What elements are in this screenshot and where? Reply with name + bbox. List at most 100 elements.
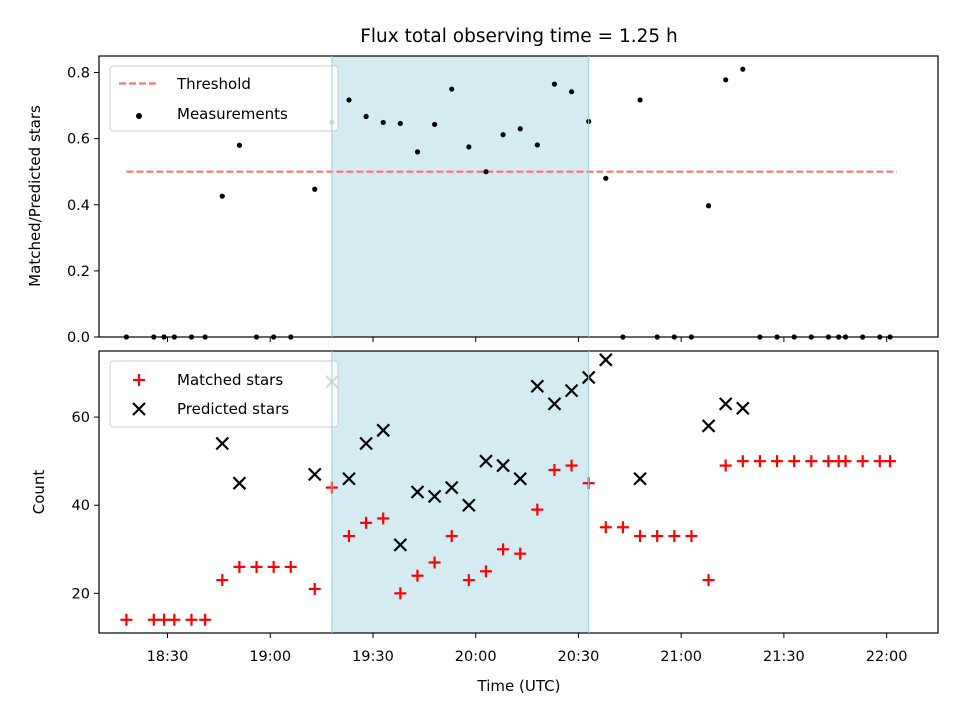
matched-star-point xyxy=(685,530,698,543)
predicted-star-point xyxy=(496,458,510,473)
predicted-star-point xyxy=(564,383,579,398)
measurement-point xyxy=(363,113,369,120)
matched-star-point xyxy=(736,455,749,468)
predicted-star-point xyxy=(633,472,647,486)
y-tick-label: 40 xyxy=(72,498,90,514)
predicted-star-point xyxy=(444,480,459,495)
matched-star-point xyxy=(822,455,835,468)
x-tick-label: 20:00 xyxy=(455,649,497,665)
measurement-point xyxy=(219,193,225,199)
x-tick-label: 19:00 xyxy=(249,649,291,665)
matched-star-point xyxy=(599,521,612,534)
y-axis-label-bottom: Count xyxy=(30,470,48,515)
matched-star-point xyxy=(428,556,441,569)
matched-star-point xyxy=(147,613,160,626)
matched-star-point xyxy=(788,455,801,468)
measurement-point xyxy=(380,119,386,126)
y-ticks-top: 0.0 0.2 0.4 0.6 0.8 xyxy=(67,66,99,346)
measurement-point xyxy=(449,86,455,92)
predicted-star-point xyxy=(736,401,750,416)
matched-star-point xyxy=(168,613,181,626)
measurement-point xyxy=(568,89,575,95)
matched-star-point xyxy=(771,455,784,468)
y-tick-label: 0.4 xyxy=(67,198,90,214)
matched-star-point xyxy=(651,530,664,543)
predicted-star-point xyxy=(393,538,408,552)
measurement-point xyxy=(346,97,352,103)
matched-star-point xyxy=(233,560,246,573)
measurement-point xyxy=(397,120,403,127)
count-points xyxy=(120,353,897,626)
matched-star-point xyxy=(719,459,732,472)
matched-star-point xyxy=(668,530,681,543)
matched-star-point xyxy=(267,560,280,573)
matched-star-point xyxy=(634,530,647,543)
matched-star-point xyxy=(805,455,818,468)
measurement-point xyxy=(723,77,729,83)
legend-measurements-swatch xyxy=(136,113,142,119)
matched-star-point xyxy=(342,530,355,543)
predicted-star-point xyxy=(427,489,442,504)
predicted-star-point xyxy=(359,436,373,451)
legend-bottom: Matched stars Predicted stars xyxy=(109,360,339,428)
plot-frame-top xyxy=(98,55,939,338)
measurement-point xyxy=(466,144,472,150)
shaded-interval-bottom xyxy=(331,351,589,633)
legend-predicted-label: Predicted stars xyxy=(177,400,289,418)
matched-star-point xyxy=(753,455,766,468)
predicted-star-point xyxy=(547,397,562,411)
y-ticks-bottom: 20 40 60 xyxy=(72,410,99,602)
x-ticks-top xyxy=(166,337,888,342)
predicted-star-point xyxy=(215,436,230,451)
matched-star-point xyxy=(216,574,229,587)
predicted-star-point xyxy=(530,379,545,394)
measurement-point xyxy=(236,142,243,148)
measurement-point xyxy=(551,81,558,87)
measurement-point xyxy=(740,66,746,72)
matched-star-point xyxy=(445,530,458,543)
matched-star-point xyxy=(531,503,544,516)
panel-ratio: 0.00.20.40.60.8 Matched/Predicted stars … xyxy=(26,55,939,346)
y-tick-label: 0.8 xyxy=(67,66,90,82)
matched-star-point xyxy=(411,569,424,582)
predicted-star-point xyxy=(599,353,613,367)
legend-matched-label: Matched stars xyxy=(177,371,283,389)
matched-star-point xyxy=(873,455,886,468)
x-ticks-bottom: 18:30 19:00 19:30 20:00 20:30 21:00 21:30 22:00 xyxy=(147,633,908,665)
matched-star-point xyxy=(158,613,171,626)
legend-predicted-swatch xyxy=(132,402,146,416)
y-tick-label: 0.6 xyxy=(67,132,90,148)
measurement-point xyxy=(534,142,540,148)
x-tick-label: 19:30 xyxy=(352,649,394,665)
matched-star-point xyxy=(514,547,527,560)
predicted-star-point xyxy=(342,472,356,486)
matched-star-point xyxy=(702,574,715,587)
measurement-point xyxy=(414,149,421,155)
measurement-point xyxy=(705,203,712,209)
predicted-star-point xyxy=(462,498,476,512)
matched-star-point xyxy=(360,516,373,529)
legend-matched-swatch xyxy=(133,374,145,386)
legend-top: Threshold Measurements xyxy=(109,65,339,132)
legend-measurements-label: Measurements xyxy=(177,105,288,123)
x-tick-label: 18:30 xyxy=(147,649,189,665)
matched-star-point xyxy=(616,521,629,534)
matched-star-point xyxy=(185,613,198,626)
plot-frame-bottom xyxy=(98,350,939,634)
y-axis-label-top: Matched/Predicted stars xyxy=(26,105,44,287)
measurement-point xyxy=(432,121,438,128)
predicted-star-point xyxy=(410,485,425,499)
x-tick-label: 20:30 xyxy=(558,649,600,665)
shaded-interval-top xyxy=(331,56,589,337)
matched-star-point xyxy=(462,574,475,587)
legend-box-top xyxy=(109,65,339,132)
measurements-points xyxy=(123,66,893,340)
measurement-point xyxy=(517,126,523,132)
measurement-point xyxy=(500,132,506,138)
x-tick-label: 21:30 xyxy=(763,649,805,665)
measurement-point xyxy=(483,169,489,175)
legend-threshold-label: Threshold xyxy=(176,75,251,93)
x-tick-label: 22:00 xyxy=(866,649,908,665)
predicted-star-point xyxy=(232,476,247,490)
